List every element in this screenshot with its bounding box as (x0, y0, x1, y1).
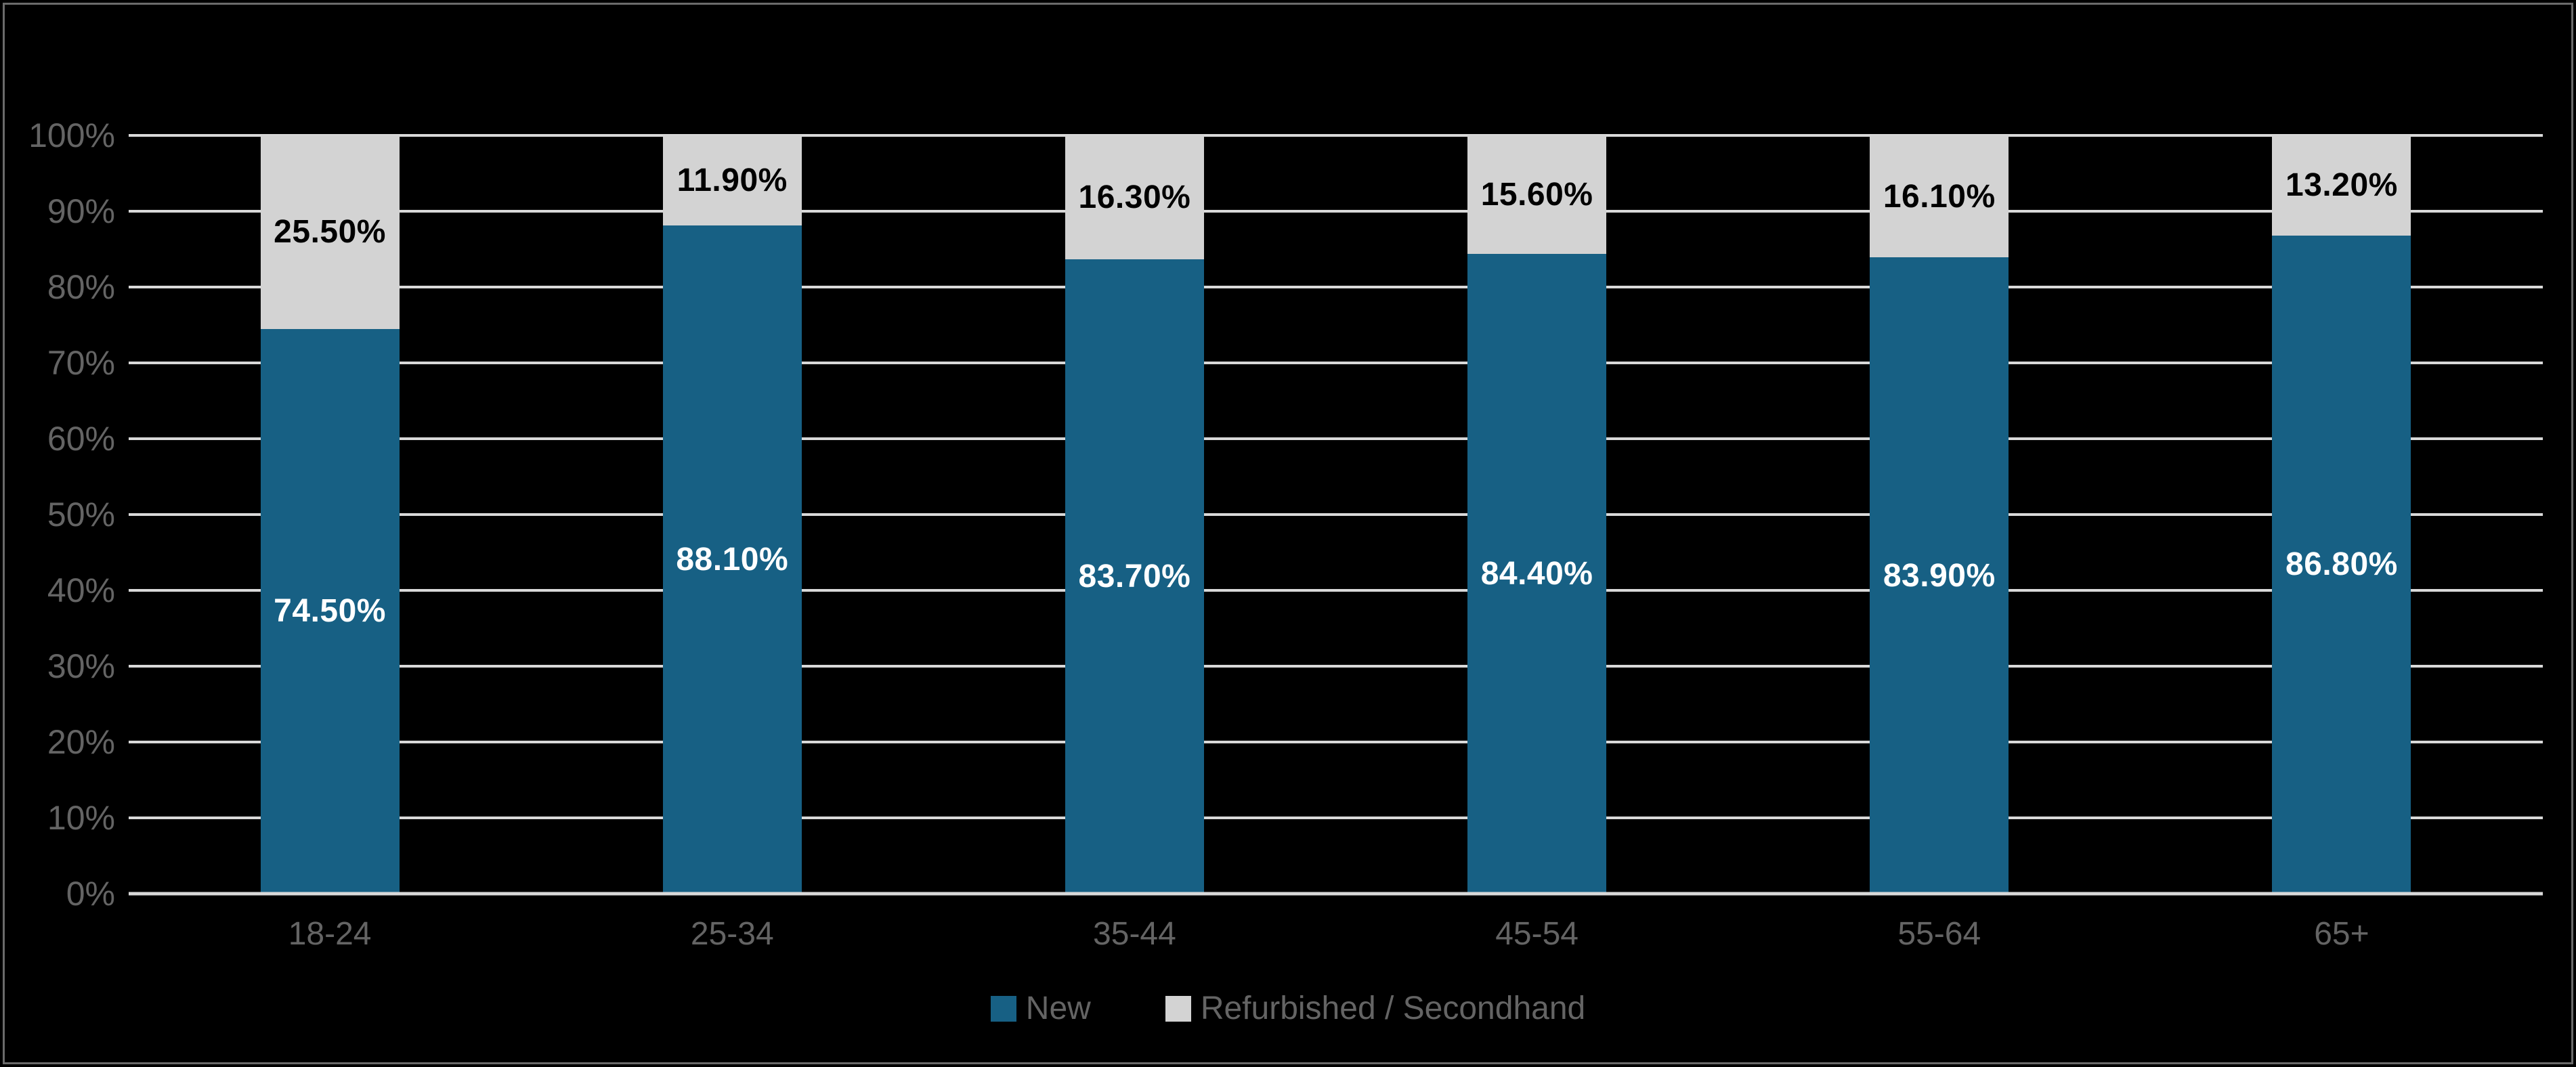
data-label: 16.10% (1883, 178, 1996, 215)
y-tick-label: 100% (28, 116, 115, 154)
y-tick-label: 70% (47, 344, 115, 382)
gridline (129, 513, 2543, 516)
legend: New Refurbished / Secondhand (0, 990, 2576, 1027)
data-label: 15.60% (1480, 176, 1593, 213)
data-label: 86.80% (2285, 546, 2398, 583)
gridline (129, 741, 2543, 743)
data-label: 11.90% (677, 162, 788, 199)
bar-column-55-64: 16.10% 83.90% (1738, 135, 2141, 894)
y-tick-label: 30% (47, 647, 115, 685)
data-label: 25.50% (274, 214, 386, 251)
y-axis: 100% 90% 80% 70% 60% 50% 40% 30% 20% 10% 0% (20, 116, 115, 913)
y-tick-label: 0% (66, 875, 115, 913)
data-label: 83.90% (1883, 557, 1996, 594)
x-axis-labels: 18-24 25-34 35-44 45-54 55-64 65+ (129, 915, 2543, 953)
y-tick-label: 50% (47, 496, 115, 534)
data-label: 74.50% (274, 593, 386, 630)
bar-column-25-34: 11.90% 88.10% (531, 135, 933, 894)
y-tick-label: 80% (47, 268, 115, 306)
y-tick-label: 10% (47, 799, 115, 837)
x-category-label: 65+ (2314, 916, 2369, 952)
legend-label-refurbished: Refurbished / Secondhand (1200, 990, 1586, 1026)
legend-item-new: New (990, 990, 1091, 1027)
data-label: 83.70% (1078, 558, 1191, 594)
plot-area: 25.50% 74.50% 11.90% 88.10% 16.30% 83.70% 15.6… (129, 134, 2543, 896)
bar-segment-new: 86.80% (2272, 235, 2411, 894)
bar-segment-refurbished: 25.50% (260, 135, 400, 329)
bar-column-45-54: 15.60% 84.40% (1336, 135, 1738, 894)
legend-item-refurbished: Refurbished / Secondhand (1165, 990, 1585, 1027)
bar-stack: 13.20% 86.80% (2272, 135, 2411, 894)
bar-stack: 16.10% 83.90% (1870, 135, 2009, 894)
gridline (129, 816, 2543, 819)
bar-column-35-44: 16.30% 83.70% (933, 135, 1335, 894)
bar-stack: 16.30% 83.70% (1065, 135, 1204, 894)
bar-stack: 25.50% 74.50% (260, 135, 400, 894)
bar-stack: 15.60% 84.40% (1467, 135, 1607, 894)
y-tick-label: 60% (47, 420, 115, 458)
bar-segment-new: 83.90% (1870, 257, 2009, 894)
bar-stack: 11.90% 88.10% (662, 135, 802, 894)
x-category-label: 55-64 (1897, 916, 1981, 952)
bar-segment-refurbished: 13.20% (2272, 135, 2411, 236)
gridline (129, 134, 2543, 137)
bar-segment-refurbished: 16.30% (1065, 135, 1204, 259)
bar-segment-new: 88.10% (662, 225, 802, 894)
bars-row: 25.50% 74.50% 11.90% 88.10% 16.30% 83.70% 15.6… (129, 135, 2543, 894)
x-category-label: 35-44 (1093, 916, 1176, 952)
data-label: 16.30% (1078, 179, 1191, 215)
gridline (129, 437, 2543, 440)
x-category-label: 25-34 (690, 916, 774, 952)
gridline (129, 589, 2543, 592)
y-tick-label: 20% (47, 723, 115, 761)
legend-label-new: New (1025, 990, 1091, 1026)
bar-segment-new: 74.50% (260, 328, 400, 894)
bar-column-18-24: 25.50% 74.50% (129, 135, 531, 894)
bar-segment-refurbished: 11.90% (662, 135, 802, 226)
data-label: 88.10% (676, 542, 789, 578)
x-category-label: 18-24 (288, 916, 372, 952)
bar-column-65+: 13.20% 86.80% (2141, 135, 2543, 894)
legend-swatch-refurbished (1165, 995, 1191, 1022)
y-tick-label: 90% (47, 192, 115, 230)
y-tick-label: 40% (47, 571, 115, 609)
gridline (129, 286, 2543, 288)
legend-swatch-new (990, 995, 1016, 1022)
bar-segment-refurbished: 16.10% (1870, 135, 2009, 258)
bar-segment-refurbished: 15.60% (1467, 135, 1607, 254)
bar-segment-new: 84.40% (1467, 253, 1607, 894)
x-category-label: 45-54 (1495, 916, 1579, 952)
gridline (129, 665, 2543, 668)
data-label: 84.40% (1480, 555, 1593, 592)
bar-segment-new: 83.70% (1065, 259, 1204, 894)
gridline (129, 362, 2543, 364)
gridline (129, 210, 2543, 213)
x-axis-line (129, 892, 2543, 896)
data-label: 13.20% (2285, 167, 2398, 204)
